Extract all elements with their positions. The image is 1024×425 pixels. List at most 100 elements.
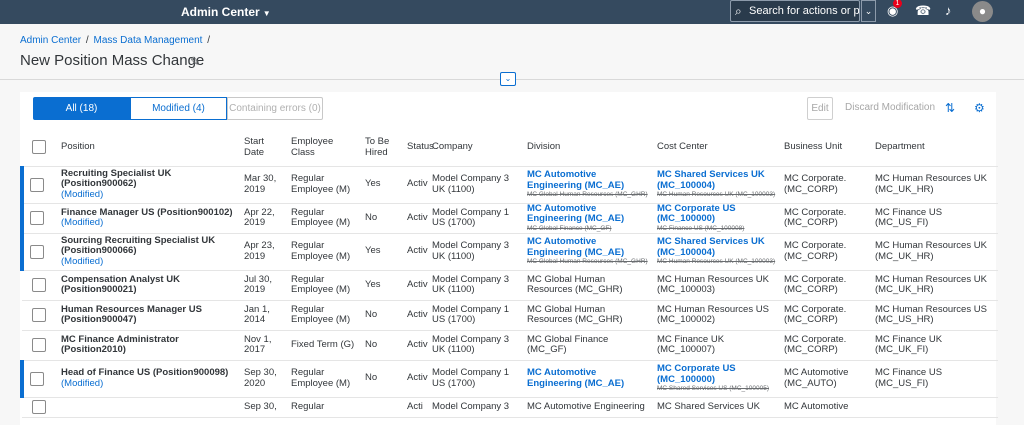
column-header-status[interactable]: Status: [403, 128, 434, 167]
cell-business-unit: MC Corporate. (MC_CORP): [780, 233, 871, 271]
page-title: New Position Mass Change: [20, 52, 205, 69]
column-header-business-unit[interactable]: Business Unit: [780, 128, 871, 167]
modified-link[interactable]: (Modified): [61, 188, 104, 200]
discard-modification-button: Discard Modification: [845, 102, 936, 113]
cell-position: Finance Manager US (Position900102) (Modi…: [57, 203, 240, 234]
cost-center-old-value: MC Shared Services US (MC_100005): [657, 385, 769, 392]
cell-department: MC Human Resources UK (MC_UK_HR): [871, 166, 998, 204]
cell-division: MC Global Human Resources (MC_GHR): [523, 270, 653, 301]
sort-icon[interactable]: ⇅: [945, 101, 956, 115]
column-header-start-date[interactable]: Start Date: [240, 128, 287, 167]
collapse-header-button[interactable]: ⌄: [500, 72, 516, 86]
cell-status: Active: [403, 166, 428, 204]
row-checkbox[interactable]: [32, 400, 46, 414]
feedback-icon[interactable]: ☎: [915, 3, 932, 18]
notifications-icon[interactable]: ◉: [887, 3, 899, 18]
avatar[interactable]: ●: [972, 1, 993, 22]
position-name: MC Finance Administrator (Position2010): [61, 333, 179, 355]
modified-link[interactable]: (Modified): [61, 217, 104, 228]
column-header-position[interactable]: Position: [57, 128, 240, 167]
division-old-value: MC Global Human Resources (MC_GHR): [527, 191, 648, 198]
position-name: Recruiting Specialist UK (Position900062…: [61, 167, 172, 190]
cell-cost-center: MC Corporate US (MC_100000) MC Finance US…: [653, 203, 780, 234]
cost-center-new-value: MC Shared Services UK (MC_100004): [657, 169, 765, 191]
cell-business-unit: MC Corporate. (MC_CORP): [780, 300, 871, 331]
division-value: MC Global Human Resources (MC_GHR): [527, 273, 623, 295]
cell-business-unit: MC Corporate. (MC_CORP): [780, 330, 871, 361]
row-checkbox[interactable]: [30, 211, 44, 225]
cell-employee-class: Regular: [287, 397, 361, 418]
cell-cost-center: MC Corporate US (MC_100000) MC Shared Ser…: [653, 360, 780, 398]
search-placeholder: Search for actions or peo...: [749, 5, 860, 17]
row-checkbox[interactable]: [32, 338, 46, 352]
search-scope-dropdown[interactable]: ⌄: [861, 0, 876, 22]
cell-status: Active: [403, 203, 428, 234]
cell-company: Model Company 3: [428, 397, 523, 418]
cell-start-date: Sep 30,: [240, 397, 287, 418]
table-row[interactable]: Sep 30, Regular Acti Model Company 3 MC Auto…: [22, 397, 998, 418]
column-header-division[interactable]: Division: [523, 128, 653, 167]
select-all-cell: [22, 128, 57, 167]
table-row[interactable]: Finance Manager US (Position900102) (Modi…: [20, 203, 998, 234]
table-row[interactable]: Human Resources Manager US (Position9000…: [22, 300, 998, 331]
search-input[interactable]: ⌕ Search for actions or peo...: [730, 0, 860, 22]
table-row[interactable]: Head of Finance US (Position900098) (Modi…: [20, 360, 998, 398]
cell-status: Active: [403, 300, 428, 331]
cell-position: Recruiting Specialist UK (Position900062…: [57, 166, 240, 204]
table-row[interactable]: Compensation Analyst UK (Position900021)…: [22, 270, 998, 301]
select-all-checkbox[interactable]: [32, 139, 46, 154]
cell-employee-class: Regular Employee (M): [287, 270, 361, 301]
column-header-company[interactable]: Company: [428, 128, 523, 167]
cell-division: MC Automotive Engineering (MC_AE) MC Glob…: [523, 233, 653, 271]
gear-icon[interactable]: ⚙: [974, 101, 985, 115]
cost-center-value: MC Shared Services UK: [657, 400, 760, 412]
filter-all-button[interactable]: All (18): [33, 97, 130, 120]
table-row[interactable]: Recruiting Specialist UK (Position900062…: [20, 166, 998, 204]
cell-employee-class: Fixed Term (G): [287, 330, 361, 361]
cell-department: MC Finance UK (MC_UK_FI): [871, 330, 998, 361]
cell-division: MC Automotive Engineering (MC_AE) MC Glob…: [523, 203, 653, 234]
filter-modified-button[interactable]: Modified (4): [130, 97, 227, 120]
shell-bar: Admin Center▼ ⌕ Search for actions or pe…: [0, 0, 1024, 24]
cell-employee-class: Regular Employee (M): [287, 233, 361, 271]
row-checkbox[interactable]: [32, 308, 46, 322]
bell-icon[interactable]: ♪: [945, 3, 952, 18]
cell-business-unit: MC Automotive: [780, 397, 871, 418]
cost-center-value: MC Human Resources US (MC_100002): [657, 303, 769, 325]
column-header-cost-center[interactable]: Cost Center: [653, 128, 780, 167]
cell-company: Model Company 1 US (1700): [428, 300, 523, 331]
table-row[interactable]: Sourcing Recruiting Specialist UK (Posit…: [20, 233, 998, 271]
cell-to-be-hired: Yes: [361, 166, 403, 204]
position-name: Compensation Analyst UK (Position900021): [61, 273, 180, 295]
cell-company: Model Company 3 UK (1100): [428, 166, 523, 204]
cost-center-new-value: MC Corporate US (MC_100000): [657, 363, 736, 385]
column-header-employee-class[interactable]: Employee Class: [287, 128, 361, 167]
cell-status: Active: [403, 360, 428, 398]
modified-link[interactable]: (Modified): [61, 255, 104, 267]
breadcrumb-link-mass-data[interactable]: Mass Data Management: [93, 35, 203, 46]
row-checkbox[interactable]: [30, 371, 44, 386]
cell-to-be-hired: No: [361, 330, 403, 361]
cell-cost-center: MC Shared Services UK: [653, 397, 780, 418]
column-header-department[interactable]: Department: [871, 128, 998, 167]
cost-center-new-value: MC Corporate US (MC_100000): [657, 203, 736, 224]
breadcrumb-separator: /: [85, 35, 89, 46]
row-checkbox[interactable]: [30, 244, 44, 259]
cell-business-unit: MC Automotive (MC_AUTO): [780, 360, 871, 398]
modified-link[interactable]: (Modified): [61, 377, 104, 389]
cell-division: MC Global Finance (MC_GF): [523, 330, 653, 361]
division-old-value: MC Global Finance (MC_GF): [527, 224, 612, 232]
table-row[interactable]: MC Finance Administrator (Position2010) N…: [22, 330, 998, 361]
cell-status: Active: [403, 330, 428, 361]
cell-cost-center: MC Human Resources US (MC_100002): [653, 300, 780, 331]
row-checkbox[interactable]: [30, 177, 44, 192]
cell-to-be-hired: Yes: [361, 233, 403, 271]
app-title-menu[interactable]: Admin Center ▼: [181, 5, 271, 19]
cell-department: MC Finance US (MC_US_FI): [871, 203, 998, 234]
notification-badge: 1: [893, 0, 902, 8]
breadcrumb-link-admin-center[interactable]: Admin Center: [20, 35, 82, 46]
row-checkbox[interactable]: [32, 278, 46, 292]
cost-center-old-value: MC Human Resources UK (MC_100003): [657, 258, 776, 265]
edit-pencil-icon[interactable]: ✎: [190, 54, 201, 69]
column-header-to-be-hired[interactable]: To Be Hired: [361, 128, 403, 167]
